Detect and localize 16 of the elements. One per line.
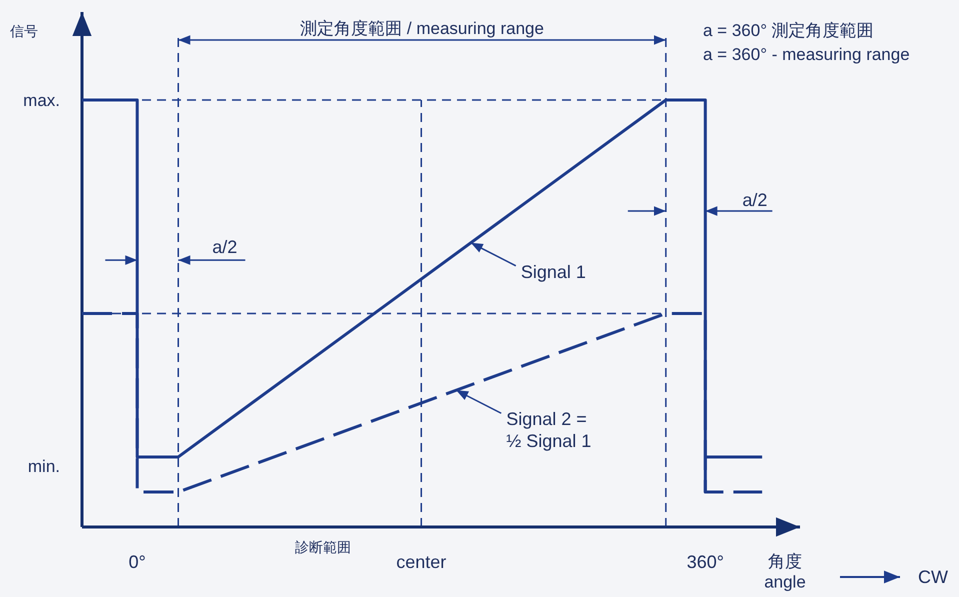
text: CW xyxy=(918,567,948,587)
x-tick-label: 0° xyxy=(128,552,146,572)
annotation: a/2 xyxy=(212,237,238,258)
x-tick-label: 360° xyxy=(686,552,724,572)
text: a = 360° - measuring range xyxy=(703,45,910,64)
series-label: Signal 2 = ½ Signal 1 xyxy=(506,409,592,451)
text: 測定角度範囲 / measuring range xyxy=(300,19,544,38)
annotation: a/2 xyxy=(742,190,768,210)
text: max. xyxy=(23,91,60,110)
text: min. xyxy=(28,457,60,476)
x-tick-label: center xyxy=(396,552,446,572)
text: Signal 1 xyxy=(520,262,586,282)
text: a = 360° 測定角度範囲 xyxy=(703,21,874,40)
x-axis-title: 角度 angle xyxy=(764,552,806,592)
text: 診断範囲 xyxy=(295,539,351,555)
text: 信号 xyxy=(10,23,38,39)
